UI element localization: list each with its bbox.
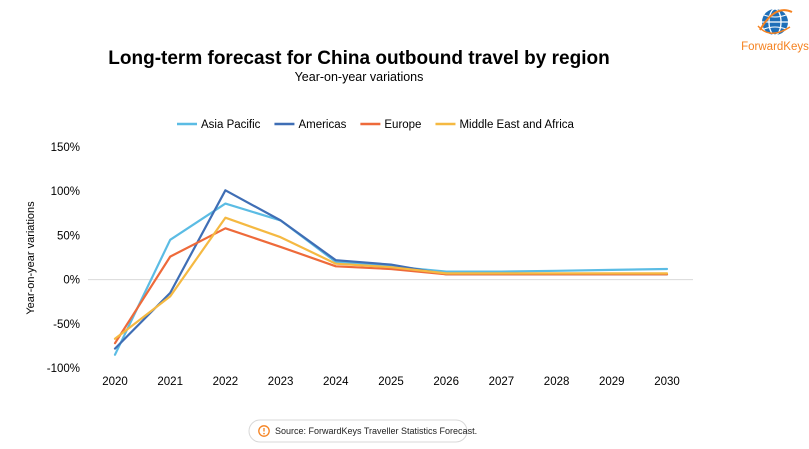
legend-item-europe: Europe [360,119,421,131]
x-tick-label: 2025 [378,376,404,388]
series-line-europe [113,227,669,345]
forwardkeys-logo: ForwardKeys [741,8,809,53]
y-axis-label: Year-on-year variations [25,201,37,315]
source-text: Source: ForwardKeys Traveller Statistics… [275,426,477,436]
legend-item-middle-east-and-africa: Middle East and Africa [435,119,574,131]
x-tick-label: 2022 [213,376,239,388]
source-note: Source: ForwardKeys Traveller Statistics… [248,419,477,443]
legend-item-americas: Americas [274,119,347,131]
x-tick-label: 2020 [102,376,128,388]
x-tick-label: 2023 [268,376,294,388]
y-tick-label: 0% [63,275,80,287]
legend-label: Americas [298,119,346,131]
y-tick-label: 100% [51,186,80,198]
legend-label: Middle East and Africa [459,119,574,131]
x-tick-label: 2030 [654,376,680,388]
x-tick-label: 2027 [489,376,515,388]
y-axis: 150% 100% 50% 0% -50% -100% [47,142,80,375]
chart-legend: Asia Pacific Americas Europe Middle East an… [177,119,574,131]
x-axis: 2020 2021 2022 2023 2024 2025 2026 2027 2028 2029… [102,376,680,388]
chart-title: Long-term forecast for China outbound tr… [108,48,609,69]
x-tick-label: 2028 [544,376,570,388]
y-tick-label: 150% [51,142,80,154]
y-tick-label: 50% [57,230,80,242]
legend-label: Asia Pacific [201,119,261,131]
x-tick-label: 2024 [323,376,349,388]
y-tick-label: -100% [47,363,80,375]
chart-subtitle: Year-on-year variations [295,70,424,84]
legend-label: Europe [384,119,421,131]
x-tick-label: 2029 [599,376,625,388]
legend-item-asia-pacific: Asia Pacific [177,119,261,131]
globe-icon [757,8,793,36]
series-line-middle-east-and-africa [113,216,669,340]
y-tick-label: -50% [53,319,80,331]
info-icon [258,425,270,437]
x-tick-label: 2026 [433,376,459,388]
plot-series [113,189,669,356]
logo-text: ForwardKeys [741,41,809,53]
x-tick-label: 2021 [157,376,183,388]
